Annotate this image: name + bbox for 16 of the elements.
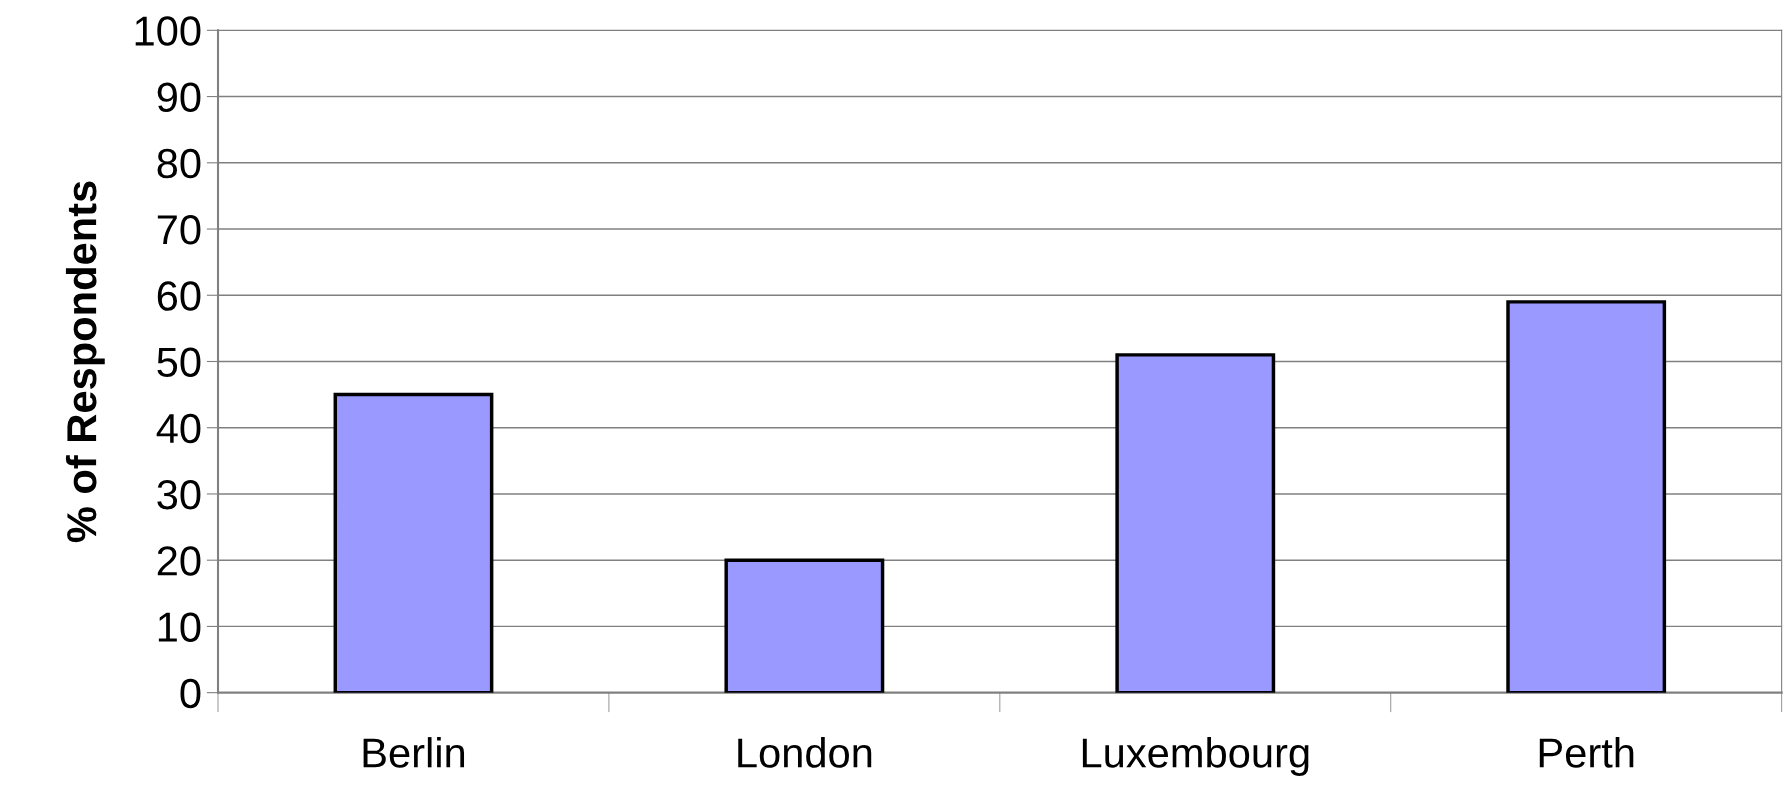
x-tick-label: Perth <box>1539 737 1634 768</box>
y-tick-label: 50 <box>157 347 201 377</box>
y-tick-label: 90 <box>157 82 201 113</box>
y-tick-label: 40 <box>156 413 201 444</box>
y-tick-label: 0 <box>180 678 201 709</box>
y-tick-label: 20 <box>157 546 201 576</box>
y-tick-label: 30 <box>157 479 201 510</box>
x-tick-label: Luxembourg <box>1082 737 1309 776</box>
y-tick-label: 100 <box>135 16 201 46</box>
y-axis-title: % of Respondents <box>65 181 105 543</box>
x-tick-label: London <box>738 737 872 768</box>
y-tick-label: 10 <box>158 612 201 642</box>
y-tick-label: 70 <box>157 215 201 245</box>
x-tick-label: Berlin <box>363 737 465 768</box>
y-tick-label: 80 <box>157 148 201 179</box>
y-tick-label: 60 <box>157 281 201 311</box>
